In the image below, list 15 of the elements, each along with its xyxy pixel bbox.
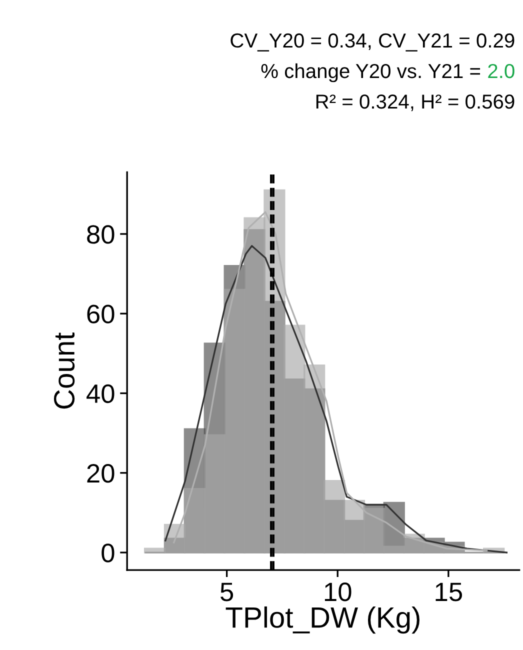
chart-title: CV_Y20 = 0.34, CV_Y21 = 0.29: [230, 33, 514, 52]
y-tick-label: 0: [102, 544, 114, 562]
chart-subtitle: % change Y20 vs. Y21 =: [261, 63, 480, 82]
y-tick-label: 60: [87, 304, 114, 324]
y-tick-label: 40: [86, 384, 114, 404]
x-axis-title: TPlot_DW (Kg): [226, 606, 420, 634]
line-series: [164, 245, 508, 554]
text: R² = 0.324, H² = 0.569: [316, 94, 514, 112]
text: 2.0: [488, 64, 514, 78]
x-tick-label: 15: [436, 582, 462, 602]
y-tick-label: 80: [87, 225, 114, 244]
y-axis-title: Count: [54, 332, 75, 409]
x-tick-label: 10: [324, 582, 352, 602]
x-tick-label: 5: [220, 582, 234, 602]
y-tick-label: 20: [87, 464, 114, 483]
